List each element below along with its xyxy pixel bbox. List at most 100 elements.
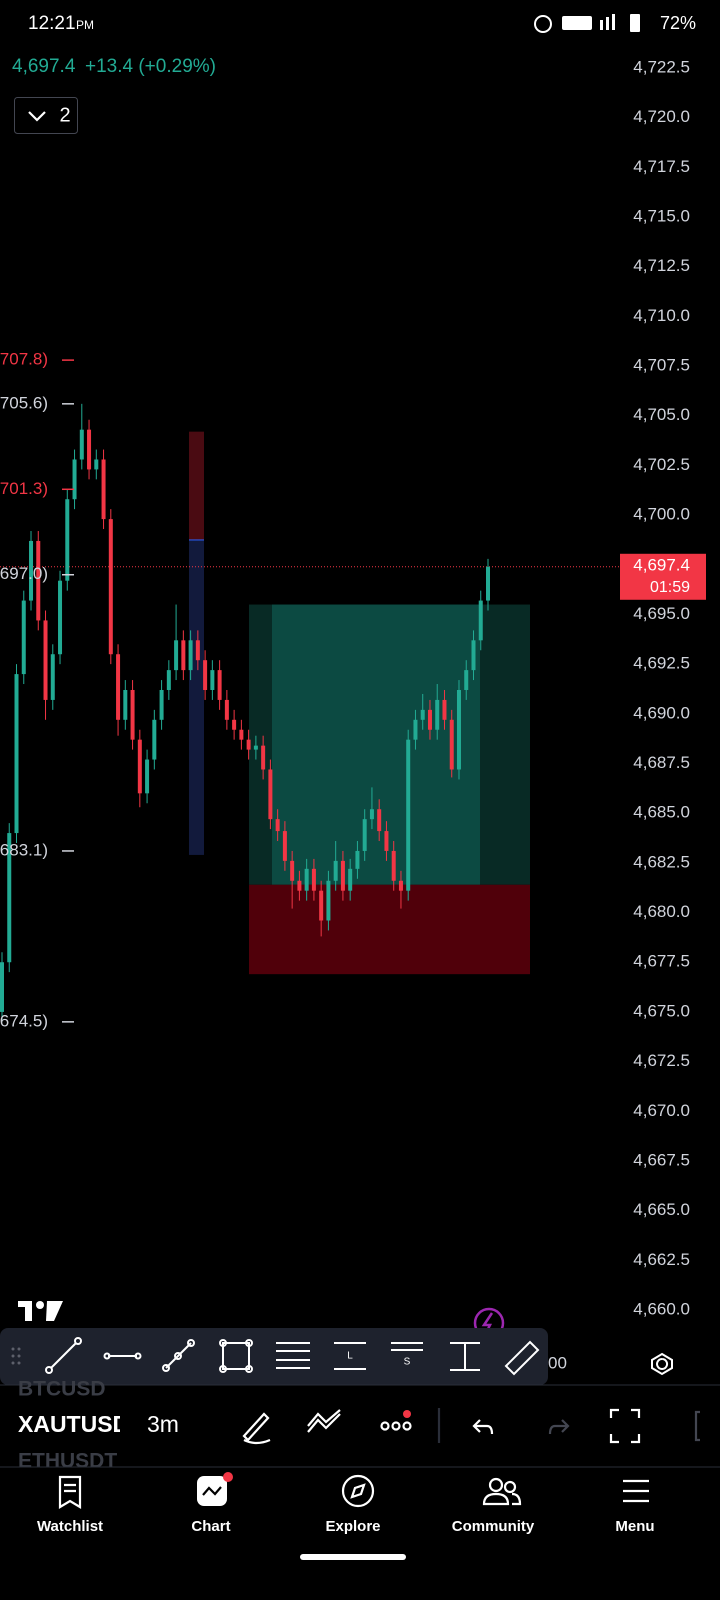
svg-text:S: S [404,1357,411,1368]
y-tick-label: 4,660.0 [633,1299,690,1318]
candle-body [130,689,135,740]
y-tick-label: 4,707.5 [633,356,690,375]
plot-area: 4,722.5 4,720.0 4,717.5 4,715.0 4,712.5 4,710… [0,57,706,1318]
candle-body [275,819,280,832]
level-label: 701.3) [0,479,48,498]
range-bar-upper [189,431,204,540]
candle-body [203,660,208,690]
y-tick-label: 4,672.5 [633,1051,690,1070]
price-tag-value: 4,697.4 [633,555,690,574]
chart-actions[interactable] [242,1408,700,1445]
candle-body [449,719,454,770]
candle-body [456,689,461,770]
y-tick-label: 4,712.5 [633,256,690,275]
candle-body [297,880,302,891]
candle-body [166,670,171,690]
candle-body [224,699,229,720]
candle-body [210,670,215,690]
level-label: 705.6) [0,393,48,412]
candle-body [188,640,193,671]
candle-body [50,654,55,700]
candle-body [471,640,476,671]
candle-body [261,745,266,770]
candle-body [14,674,19,834]
candle-body [101,459,106,520]
candle-body [87,429,92,470]
candle-body [435,699,440,730]
y-tick-label: 4,700.0 [633,505,690,524]
candle-body [377,809,382,832]
candle-body [369,809,374,820]
status-time: 12:21 [28,13,76,34]
candle-body [94,459,99,470]
price-tag-countdown: 01:59 [650,579,690,596]
candle-body [137,739,142,794]
candle-body [413,719,418,740]
y-tick-label: 4,722.5 [633,57,690,76]
symbol-next[interactable]: ETHUSDT [18,1450,117,1473]
candle-body [311,868,316,891]
candle-body [406,739,411,891]
nav-label[interactable]: Explore [325,1518,380,1535]
candle-body [268,769,273,820]
status-ampm: PM [76,18,94,32]
candle-body [333,860,338,881]
battery-level: 72% [660,13,696,33]
y-tick-label: 4,665.0 [633,1200,690,1219]
level-label: 707.8) [0,350,48,369]
candle-body [145,759,150,794]
y-tick-label: 4,717.5 [633,157,690,176]
candle-body [108,519,113,655]
range-bar-lower [189,539,204,855]
svg-text:L: L [347,1351,353,1362]
candle-body [326,880,331,921]
candle-body [384,831,389,851]
home-indicator [300,1554,406,1560]
status-icons [534,14,640,33]
candle-body [72,459,77,500]
nav-label[interactable]: Watchlist [37,1518,103,1535]
level-label: 683.1) [0,840,48,859]
candle-body [21,600,26,675]
candle-body [232,719,237,730]
candle-body [348,868,353,891]
y-tick-label: 4,695.0 [633,604,690,623]
candle-body [478,600,483,641]
candle-body [29,540,34,601]
y-tick-label: 4,662.5 [633,1250,690,1269]
interval[interactable]: 3m [147,1411,179,1437]
price-tag [620,553,706,600]
symbol-current[interactable]: XAUTUSD [18,1411,129,1437]
candle-body [362,819,367,851]
candle-body [79,429,84,460]
y-tick-label: 4,670.0 [633,1101,690,1120]
candle-body [174,640,179,671]
nav-icons [58,1472,649,1509]
y-tick-label: 4,715.0 [633,207,690,226]
symbol-previous[interactable]: BTCUSD [18,1378,106,1401]
candle-body [116,654,121,720]
header-change: +13.4 (+0.29%) [85,56,216,77]
drawing-tools[interactable]: L S [11,1337,540,1376]
y-tick-label: 4,677.5 [633,952,690,971]
level-label: 697.0) [0,564,48,583]
candle-body [304,868,309,891]
y-tick-label: 4,705.0 [633,405,690,424]
candle-body [340,860,345,891]
logo [18,1301,63,1321]
nav-label[interactable]: Menu [615,1518,654,1535]
candle-body [391,850,396,881]
nav-label[interactable]: Chart [191,1518,230,1535]
candle-body [246,739,251,750]
level-label: 674.5) [0,1011,48,1030]
y-tick-label: 4,692.5 [633,654,690,673]
candle-body [181,640,186,671]
layout-button[interactable]: 2 [14,97,78,134]
target-zone-active [272,604,480,885]
settings-button[interactable] [651,1352,673,1376]
y-tick-label: 4,710.0 [633,306,690,325]
nav-label[interactable]: Community [452,1518,535,1535]
candle-body [195,640,200,661]
candle-body [217,670,222,700]
layout-count: 2 [59,104,70,126]
